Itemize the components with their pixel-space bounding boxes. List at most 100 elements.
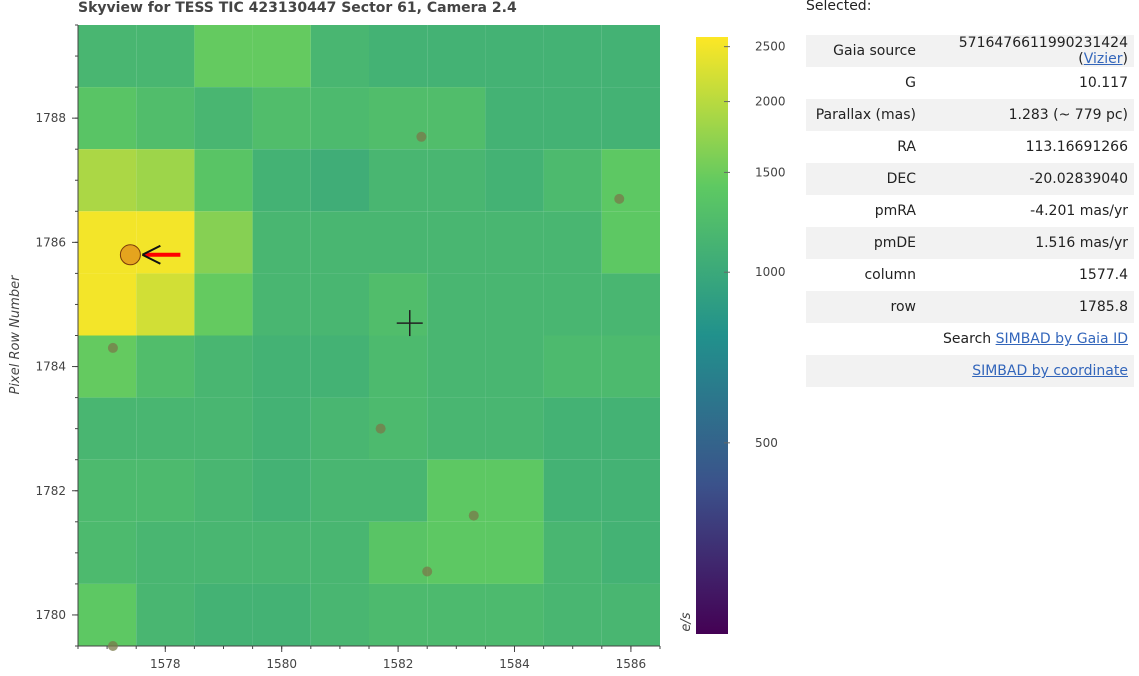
heatmap-cell[interactable] [485,397,544,460]
heatmap-cell[interactable] [427,273,486,336]
heatmap-cell[interactable] [136,273,195,336]
heatmap-cell[interactable] [78,583,137,646]
heatmap-cell[interactable] [252,335,311,398]
heatmap-cell[interactable] [78,25,137,88]
heatmap-cell[interactable] [427,149,486,212]
heatmap-cell[interactable] [485,149,544,212]
heatmap-cell[interactable] [252,273,311,336]
simbad-coordinate-link[interactable]: SIMBAD by coordinate [972,363,1128,379]
heatmap-cell[interactable] [543,459,602,522]
heatmap-cell[interactable] [369,211,428,274]
heatmap-cell[interactable] [78,335,137,398]
heatmap-cell[interactable] [194,521,253,584]
heatmap-cell[interactable] [427,521,486,584]
heatmap-cell[interactable] [543,583,602,646]
heatmap-cell[interactable] [252,87,311,150]
heatmap-cell[interactable] [310,397,369,460]
heatmap-cell[interactable] [194,273,253,336]
heatmap-cell[interactable] [369,149,428,212]
heatmap-cell[interactable] [543,521,602,584]
heatmap-cell[interactable] [543,211,602,274]
skyview-plot[interactable]: 1578 1580 1582 1584 1586 1780 1782 1784 1786 1788… [0,0,800,676]
heatmap-cell[interactable] [369,521,428,584]
heatmap-cell[interactable] [136,211,195,274]
heatmap-cell[interactable] [310,149,369,212]
heatmap-cell[interactable] [485,87,544,150]
heatmap-cell[interactable] [136,335,195,398]
heatmap-cell[interactable] [427,583,486,646]
heatmap-cell[interactable] [601,397,660,460]
heatmap-cell[interactable] [310,25,369,88]
heatmap-cell[interactable] [369,335,428,398]
heatmap-cell[interactable] [194,583,253,646]
heatmap-cell[interactable] [252,25,311,88]
heatmap-cell[interactable] [601,273,660,336]
heatmap-cell[interactable] [369,25,428,88]
heatmap-cell[interactable] [136,397,195,460]
heatmap-cell[interactable] [427,87,486,150]
heatmap-cell[interactable] [427,25,486,88]
heatmap-cell[interactable] [310,583,369,646]
heatmap-cell[interactable] [252,583,311,646]
heatmap-cell[interactable] [78,521,137,584]
heatmap-cell[interactable] [252,521,311,584]
heatmap-cell[interactable] [194,87,253,150]
heatmap-cell[interactable] [310,87,369,150]
vizier-link[interactable]: Vizier [1083,51,1123,67]
heatmap-cell[interactable] [78,459,137,522]
heatmap-cell[interactable] [78,87,137,150]
heatmap-cell[interactable] [194,25,253,88]
heatmap-cell[interactable] [427,397,486,460]
heatmap-cell[interactable] [78,273,137,336]
heatmap-cell[interactable] [485,583,544,646]
heatmap-cell[interactable] [485,521,544,584]
heatmap-cell[interactable] [194,211,253,274]
heatmap-cell[interactable] [543,25,602,88]
heatmap-cell[interactable] [543,149,602,212]
heatmap-cell[interactable] [252,211,311,274]
heatmap-cell[interactable] [601,25,660,88]
heatmap-cell[interactable] [485,211,544,274]
heatmap-cell[interactable] [78,397,137,460]
heatmap-cell[interactable] [369,583,428,646]
heatmap-cell[interactable] [427,211,486,274]
heatmap-cell[interactable] [485,25,544,88]
heatmap-cell[interactable] [601,335,660,398]
heatmap-cell[interactable] [601,521,660,584]
heatmap-cell[interactable] [601,459,660,522]
heatmap-cell[interactable] [136,459,195,522]
heatmap-cell[interactable] [78,149,137,212]
heatmap-cell[interactable] [369,459,428,522]
heatmap-cell[interactable] [194,459,253,522]
heatmap-cell[interactable] [252,149,311,212]
heatmap-cell[interactable] [194,335,253,398]
heatmap-cell[interactable] [310,273,369,336]
heatmap-cell[interactable] [485,459,544,522]
heatmap-cell[interactable] [601,583,660,646]
heatmap-cell[interactable] [543,335,602,398]
heatmap-cell[interactable] [310,211,369,274]
heatmap-cell[interactable] [252,397,311,460]
heatmap-cell[interactable] [369,273,428,336]
heatmap-cell[interactable] [485,335,544,398]
heatmap-cell[interactable] [310,335,369,398]
heatmap-grid[interactable] [78,25,660,646]
heatmap-cell[interactable] [427,335,486,398]
heatmap-cell[interactable] [543,87,602,150]
heatmap-cell[interactable] [136,149,195,212]
simbad-gaia-link[interactable]: SIMBAD by Gaia ID [995,331,1128,347]
heatmap-cell[interactable] [136,583,195,646]
heatmap-cell[interactable] [136,87,195,150]
heatmap-cell[interactable] [136,25,195,88]
heatmap-cell[interactable] [310,521,369,584]
heatmap-cell[interactable] [136,521,195,584]
heatmap-cell[interactable] [194,397,253,460]
heatmap-cell[interactable] [601,211,660,274]
heatmap-cell[interactable] [485,273,544,336]
heatmap-cell[interactable] [601,87,660,150]
heatmap-cell[interactable] [543,397,602,460]
heatmap-cell[interactable] [252,459,311,522]
heatmap-cell[interactable] [310,459,369,522]
heatmap-cell[interactable] [543,273,602,336]
heatmap-cell[interactable] [601,149,660,212]
